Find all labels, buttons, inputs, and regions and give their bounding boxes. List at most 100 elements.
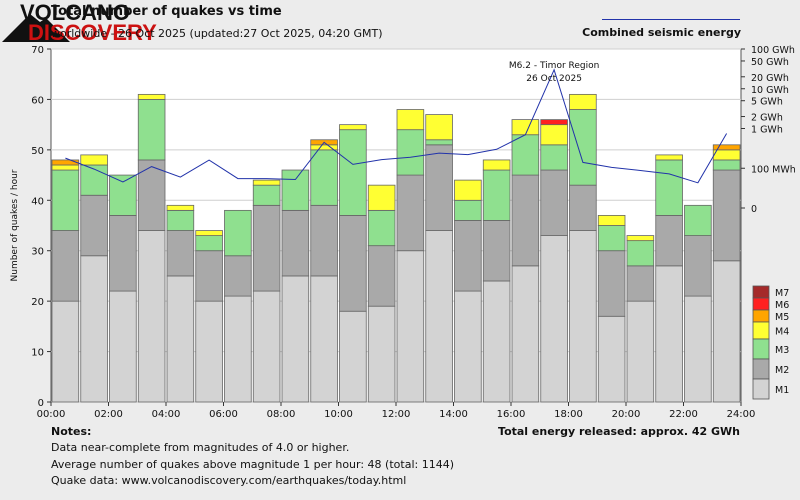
bar-segment-m3 <box>655 159 683 216</box>
bar-segment-m6 <box>540 119 568 126</box>
bar-segment-m3 <box>425 139 453 146</box>
x-tick-label: 02:00 <box>94 409 123 420</box>
bar-segment-m3 <box>281 169 310 211</box>
bar-segment-m4 <box>626 235 655 242</box>
energy-tick-label: 20 GWh <box>751 73 789 84</box>
bar-segment-m3 <box>109 174 137 216</box>
bar-segment-m2 <box>367 245 396 307</box>
notes-title: Notes: <box>51 425 92 438</box>
x-tick-label: 20:00 <box>612 409 641 420</box>
bar-segment-m4 <box>137 93 166 100</box>
x-tick-label: 18:00 <box>554 409 583 420</box>
y-tick-label: 60 <box>31 95 44 106</box>
volcano-icon <box>2 14 70 42</box>
bar-segment-m4 <box>80 154 108 166</box>
bar-segment-m2 <box>396 174 425 252</box>
legend-label-m1: M1 <box>775 385 789 396</box>
legend-swatch-m3 <box>752 338 770 360</box>
bar-segment-m1 <box>367 305 396 403</box>
bar-segment-m2 <box>454 220 482 292</box>
energy-tick-label: 1 GWh <box>751 125 783 136</box>
chart-title: Total number of quakes vs time <box>51 4 282 19</box>
volcano-discovery-logo: VOLCANO DISCOVERY <box>2 0 157 45</box>
energy-tick-label: 50 GWh <box>751 57 789 68</box>
legend-label-m5: M5 <box>775 312 789 323</box>
bar-segment-m3 <box>367 209 396 247</box>
bar-segment-m1 <box>569 230 597 403</box>
y-tick-label: 0 <box>38 398 44 409</box>
bar-segment-m3 <box>195 235 223 252</box>
bar-segment-m3 <box>626 240 655 267</box>
legend-swatch-m5 <box>752 309 770 323</box>
legend-label-m3: M3 <box>775 345 789 356</box>
bar-segment-m4 <box>712 149 741 161</box>
legend-label-m4: M4 <box>775 327 789 338</box>
bar-segment-m2 <box>540 169 568 236</box>
bar-segment-m3 <box>540 144 568 171</box>
bar-segment-m3 <box>252 184 281 206</box>
bar-segment-m3 <box>684 204 712 236</box>
bar-segment-m2 <box>195 250 223 302</box>
x-tick-label: 08:00 <box>267 409 296 420</box>
logo-word-1: VOLCANO <box>20 0 130 25</box>
y-tick-label: 40 <box>31 196 44 207</box>
bar-segment-m4 <box>252 179 281 186</box>
y-tick-label: 50 <box>31 146 44 157</box>
bar-segment-m4 <box>482 159 511 171</box>
bar-segment-m3 <box>482 169 511 221</box>
bar-segment-m2 <box>339 215 367 312</box>
bar-segment-m1 <box>454 290 482 403</box>
bar-segment-m2 <box>511 174 540 267</box>
plot-area <box>50 48 742 403</box>
bar-segment-m1 <box>655 265 683 403</box>
bar-segment-m2 <box>626 265 655 302</box>
bar-segment-m1 <box>51 300 80 403</box>
bar-segment-m2 <box>655 215 683 267</box>
bar-segment-m3 <box>511 134 540 176</box>
x-tick-label: 14:00 <box>439 409 468 420</box>
bar-segment-m4 <box>655 154 683 161</box>
bar-segment-m4 <box>425 114 453 141</box>
bar-segment-m4 <box>569 93 597 110</box>
bar-segment-m4 <box>511 119 540 136</box>
energy-tick-label: 100 MWh <box>751 164 796 175</box>
y-tick-label: 30 <box>31 247 44 258</box>
legend-swatch-m6 <box>752 297 770 311</box>
bar-segment-m3 <box>310 149 338 206</box>
legend-label-m7: M7 <box>775 288 789 299</box>
bar-segment-m5 <box>712 144 741 151</box>
y-tick-label: 10 <box>31 348 44 359</box>
bar-segment-m1 <box>339 310 367 403</box>
legend-swatch-m7 <box>752 285 770 299</box>
x-tick-label: 04:00 <box>152 409 181 420</box>
bar-segment-m3 <box>51 169 80 231</box>
bar-segment-m3 <box>569 109 597 186</box>
bar-segment-m4 <box>396 109 425 131</box>
bar-segment-m4 <box>540 124 568 146</box>
x-tick-label: 24:00 <box>727 409 756 420</box>
bar-segment-m3 <box>396 129 425 176</box>
bar-segment-m1 <box>626 300 655 403</box>
note-line: Quake data: www.volcanodiscovery.com/ear… <box>51 474 407 487</box>
x-tick-label: 06:00 <box>209 409 238 420</box>
legend-swatch-m1 <box>752 378 770 400</box>
bar-segment-m3 <box>597 225 626 252</box>
bar-segment-m5 <box>51 159 80 166</box>
x-tick-label: 10:00 <box>324 409 353 420</box>
bar-segment-m2 <box>310 204 338 277</box>
bar-segment-m1 <box>597 315 626 403</box>
bar-segment-m4 <box>454 179 482 201</box>
energy-legend-line <box>602 19 740 20</box>
bar-segment-m1 <box>195 300 223 403</box>
bar-segment-m2 <box>80 194 108 257</box>
bar-segment-m4 <box>195 230 223 236</box>
bar-segment-m1 <box>684 295 712 403</box>
bar-segment-m4 <box>339 124 367 131</box>
x-tick-label: 00:00 <box>37 409 66 420</box>
bar-segment-m2 <box>281 209 310 277</box>
energy-tick-label: 5 GWh <box>751 97 783 108</box>
legend-label-m6: M6 <box>775 300 789 311</box>
bar-segment-m4 <box>597 215 626 226</box>
bar-segment-m3 <box>712 159 741 171</box>
bar-segment-m1 <box>482 280 511 403</box>
